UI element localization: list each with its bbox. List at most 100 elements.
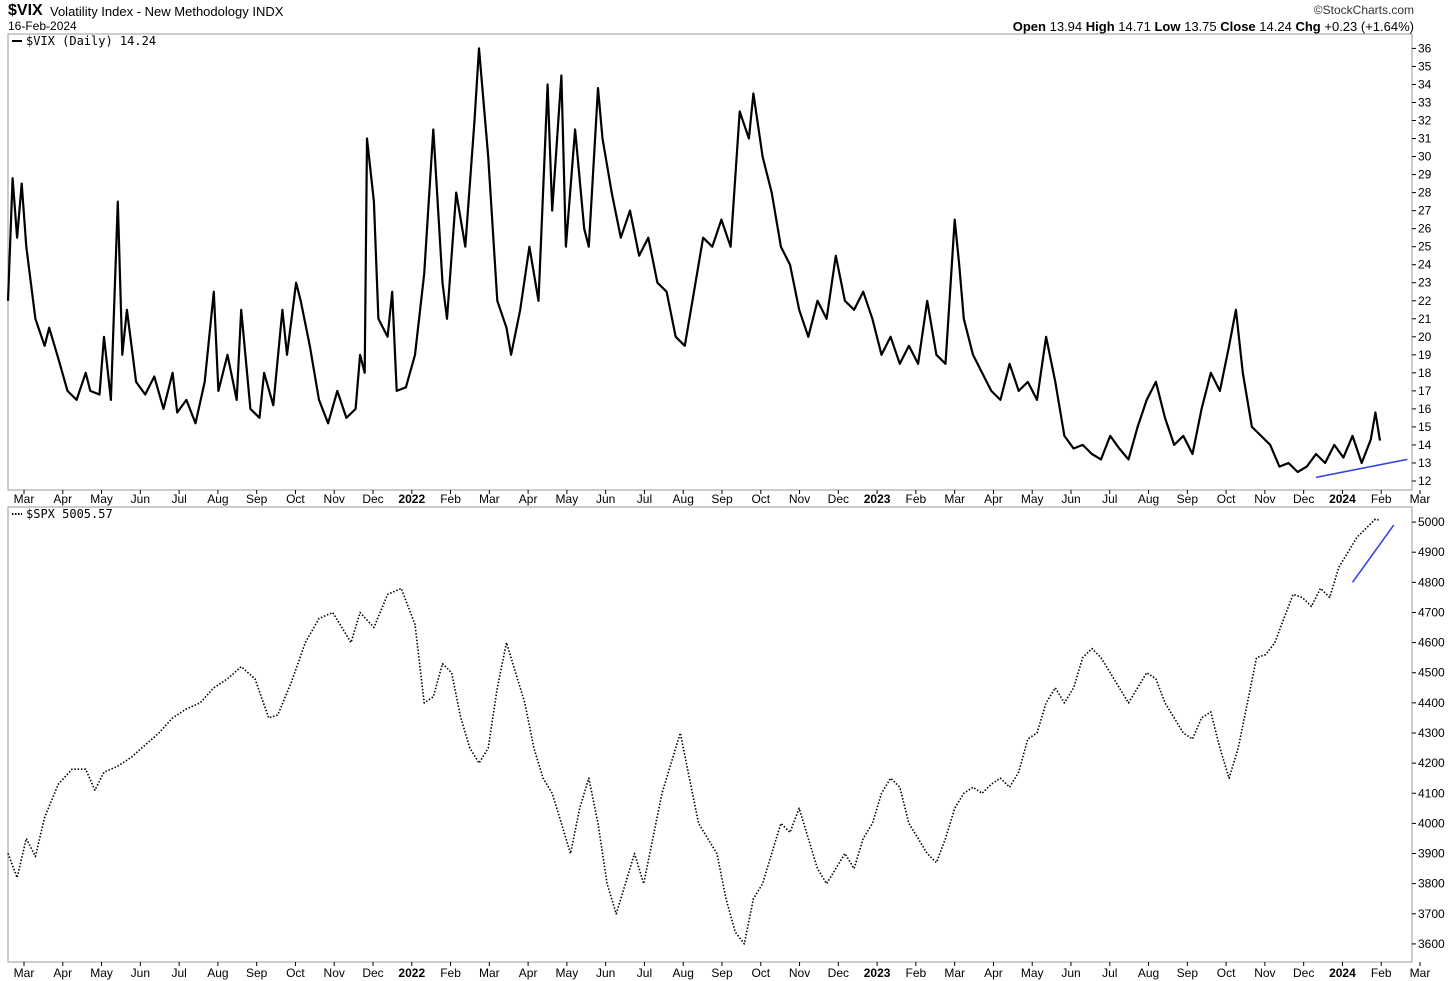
spx-ytick-label: 4300: [1418, 726, 1445, 740]
vix-xtick-label: Dec: [362, 492, 383, 506]
exchange-text: INDX: [252, 4, 284, 19]
vix-xtick-label: Nov: [789, 492, 810, 506]
spx-xtick-label: Feb: [906, 966, 927, 980]
vix-xtick-label: Feb: [440, 492, 461, 506]
open-value: 13.94: [1049, 19, 1083, 34]
high-value: 14.71: [1118, 19, 1151, 34]
vix-ytick-label: 28: [1418, 186, 1432, 200]
spx-xtick-label: Jul: [1102, 966, 1117, 980]
vix-ytick-label: 25: [1418, 240, 1432, 254]
spx-plot-frame: [7, 506, 1413, 963]
vix-xtick-label: Sep: [711, 492, 733, 506]
vix-ytick-label: 34: [1418, 77, 1432, 91]
spx-legend-label: $SPX 5005.57: [26, 507, 113, 521]
vix-xtick-label: Mar: [1410, 492, 1431, 506]
spx-xtick-label: 2023: [864, 966, 891, 980]
vix-xtick-label: Aug: [207, 492, 228, 506]
spx-ytick-label: 4400: [1418, 696, 1445, 710]
vix-ytick-label: 22: [1418, 294, 1432, 308]
spx-xtick-label: Mar: [479, 966, 500, 980]
spx-ytick-label: 3600: [1418, 937, 1445, 951]
spx-xtick-label: Jun: [596, 966, 615, 980]
vix-xtick-label: Oct: [751, 492, 770, 506]
subtitle-text: Volatility Index - New Methodology: [50, 4, 249, 19]
vix-xtick-label: Feb: [1371, 492, 1392, 506]
vix-xtick-label: Mar: [14, 492, 35, 506]
spx-ytick-label: 3900: [1418, 847, 1445, 861]
vix-xtick-label: Dec: [1293, 492, 1314, 506]
spx-xtick-label: 2022: [398, 966, 425, 980]
chart-subtitle: Volatility Index - New Methodology INDX: [50, 4, 283, 19]
vix-ytick-label: 32: [1418, 114, 1432, 128]
chart-date: 16-Feb-2024: [8, 19, 77, 33]
brand-watermark[interactable]: ©StockCharts.com: [1313, 3, 1414, 17]
spx-xtick-label: Feb: [1371, 966, 1392, 980]
vix-ytick-label: 30: [1418, 150, 1432, 164]
vix-ytick-label: 12: [1418, 474, 1432, 488]
vix-xtick-label: Aug: [673, 492, 694, 506]
vix-xtick-label: May: [90, 492, 113, 506]
vix-xtick-label: Jul: [637, 492, 652, 506]
spx-ytick-label: 4600: [1418, 636, 1445, 650]
vix-xtick-label: Mar: [944, 492, 965, 506]
spx-xtick-label: Jun: [131, 966, 150, 980]
chg-label: Chg: [1295, 19, 1321, 34]
vix-xtick-label: Jun: [1061, 492, 1080, 506]
spx-ytick-label: 4200: [1418, 756, 1445, 770]
vix-xtick-label: Apr: [984, 492, 1003, 506]
spx-xtick-label: Nov: [324, 966, 345, 980]
spx-xtick-label: Oct: [286, 966, 305, 980]
vix-trendline: [1315, 458, 1408, 479]
vix-xtick-label: Feb: [906, 492, 927, 506]
vix-ytick-label: 18: [1418, 366, 1432, 380]
low-value: 13.75: [1184, 19, 1217, 34]
spx-xtick-label: May: [90, 966, 113, 980]
spx-series-line: [7, 518, 1381, 945]
open-label: Open: [1012, 19, 1046, 34]
vix-xtick-label: Jul: [171, 492, 186, 506]
spx-xtick-label: Aug: [207, 966, 228, 980]
vix-ytick-label: 29: [1418, 168, 1432, 182]
vix-ytick-label: 21: [1418, 312, 1432, 326]
vix-xtick-label: Aug: [1138, 492, 1159, 506]
spx-xtick-label: Aug: [673, 966, 694, 980]
vix-ytick-label: 16: [1418, 402, 1432, 416]
vix-ytick-label: 27: [1418, 204, 1432, 218]
vix-ytick-label: 31: [1418, 132, 1432, 146]
vix-xtick-label: Oct: [286, 492, 305, 506]
spx-xtick-label: Feb: [440, 966, 461, 980]
vix-ytick-label: 14: [1418, 438, 1432, 452]
vix-ytick-label: 36: [1418, 41, 1432, 55]
vix-xtick-label: Oct: [1217, 492, 1236, 506]
vix-xtick-label: Apr: [53, 492, 72, 506]
spx-xtick-label: Jun: [1061, 966, 1080, 980]
vix-xtick-label: 2023: [864, 492, 891, 506]
vix-xtick-label: May: [556, 492, 579, 506]
spx-xtick-label: Sep: [711, 966, 733, 980]
symbol-title: $VIX: [8, 2, 43, 19]
spx-xtick-label: Nov: [789, 966, 810, 980]
spx-xtick-label: Dec: [1293, 966, 1314, 980]
chg-value: +0.23 (+1.64%): [1324, 19, 1414, 34]
spx-xtick-label: Dec: [828, 966, 849, 980]
spx-xtick-label: Apr: [519, 966, 538, 980]
vix-xtick-label: Jun: [131, 492, 150, 506]
vix-xtick-label: Jun: [596, 492, 615, 506]
vix-xtick-label: 2022: [398, 492, 425, 506]
close-label: Close: [1220, 19, 1256, 34]
vix-xtick-label: Dec: [828, 492, 849, 506]
vix-ytick-label: 13: [1418, 456, 1432, 470]
spx-xtick-label: 2024: [1329, 966, 1356, 980]
spx-xtick-label: Apr: [53, 966, 72, 980]
spx-xtick-label: Oct: [1217, 966, 1236, 980]
spx-ytick-label: 4100: [1418, 786, 1445, 800]
vix-plot-frame: [7, 33, 1413, 491]
spx-xtick-label: Mar: [14, 966, 35, 980]
vix-ytick-label: 26: [1418, 222, 1432, 236]
spx-xtick-label: Oct: [751, 966, 770, 980]
vix-series-line: [6, 47, 1382, 474]
spx-ytick-label: 3800: [1418, 877, 1445, 891]
high-label: High: [1085, 19, 1115, 34]
spx-xtick-label: Nov: [1254, 966, 1275, 980]
